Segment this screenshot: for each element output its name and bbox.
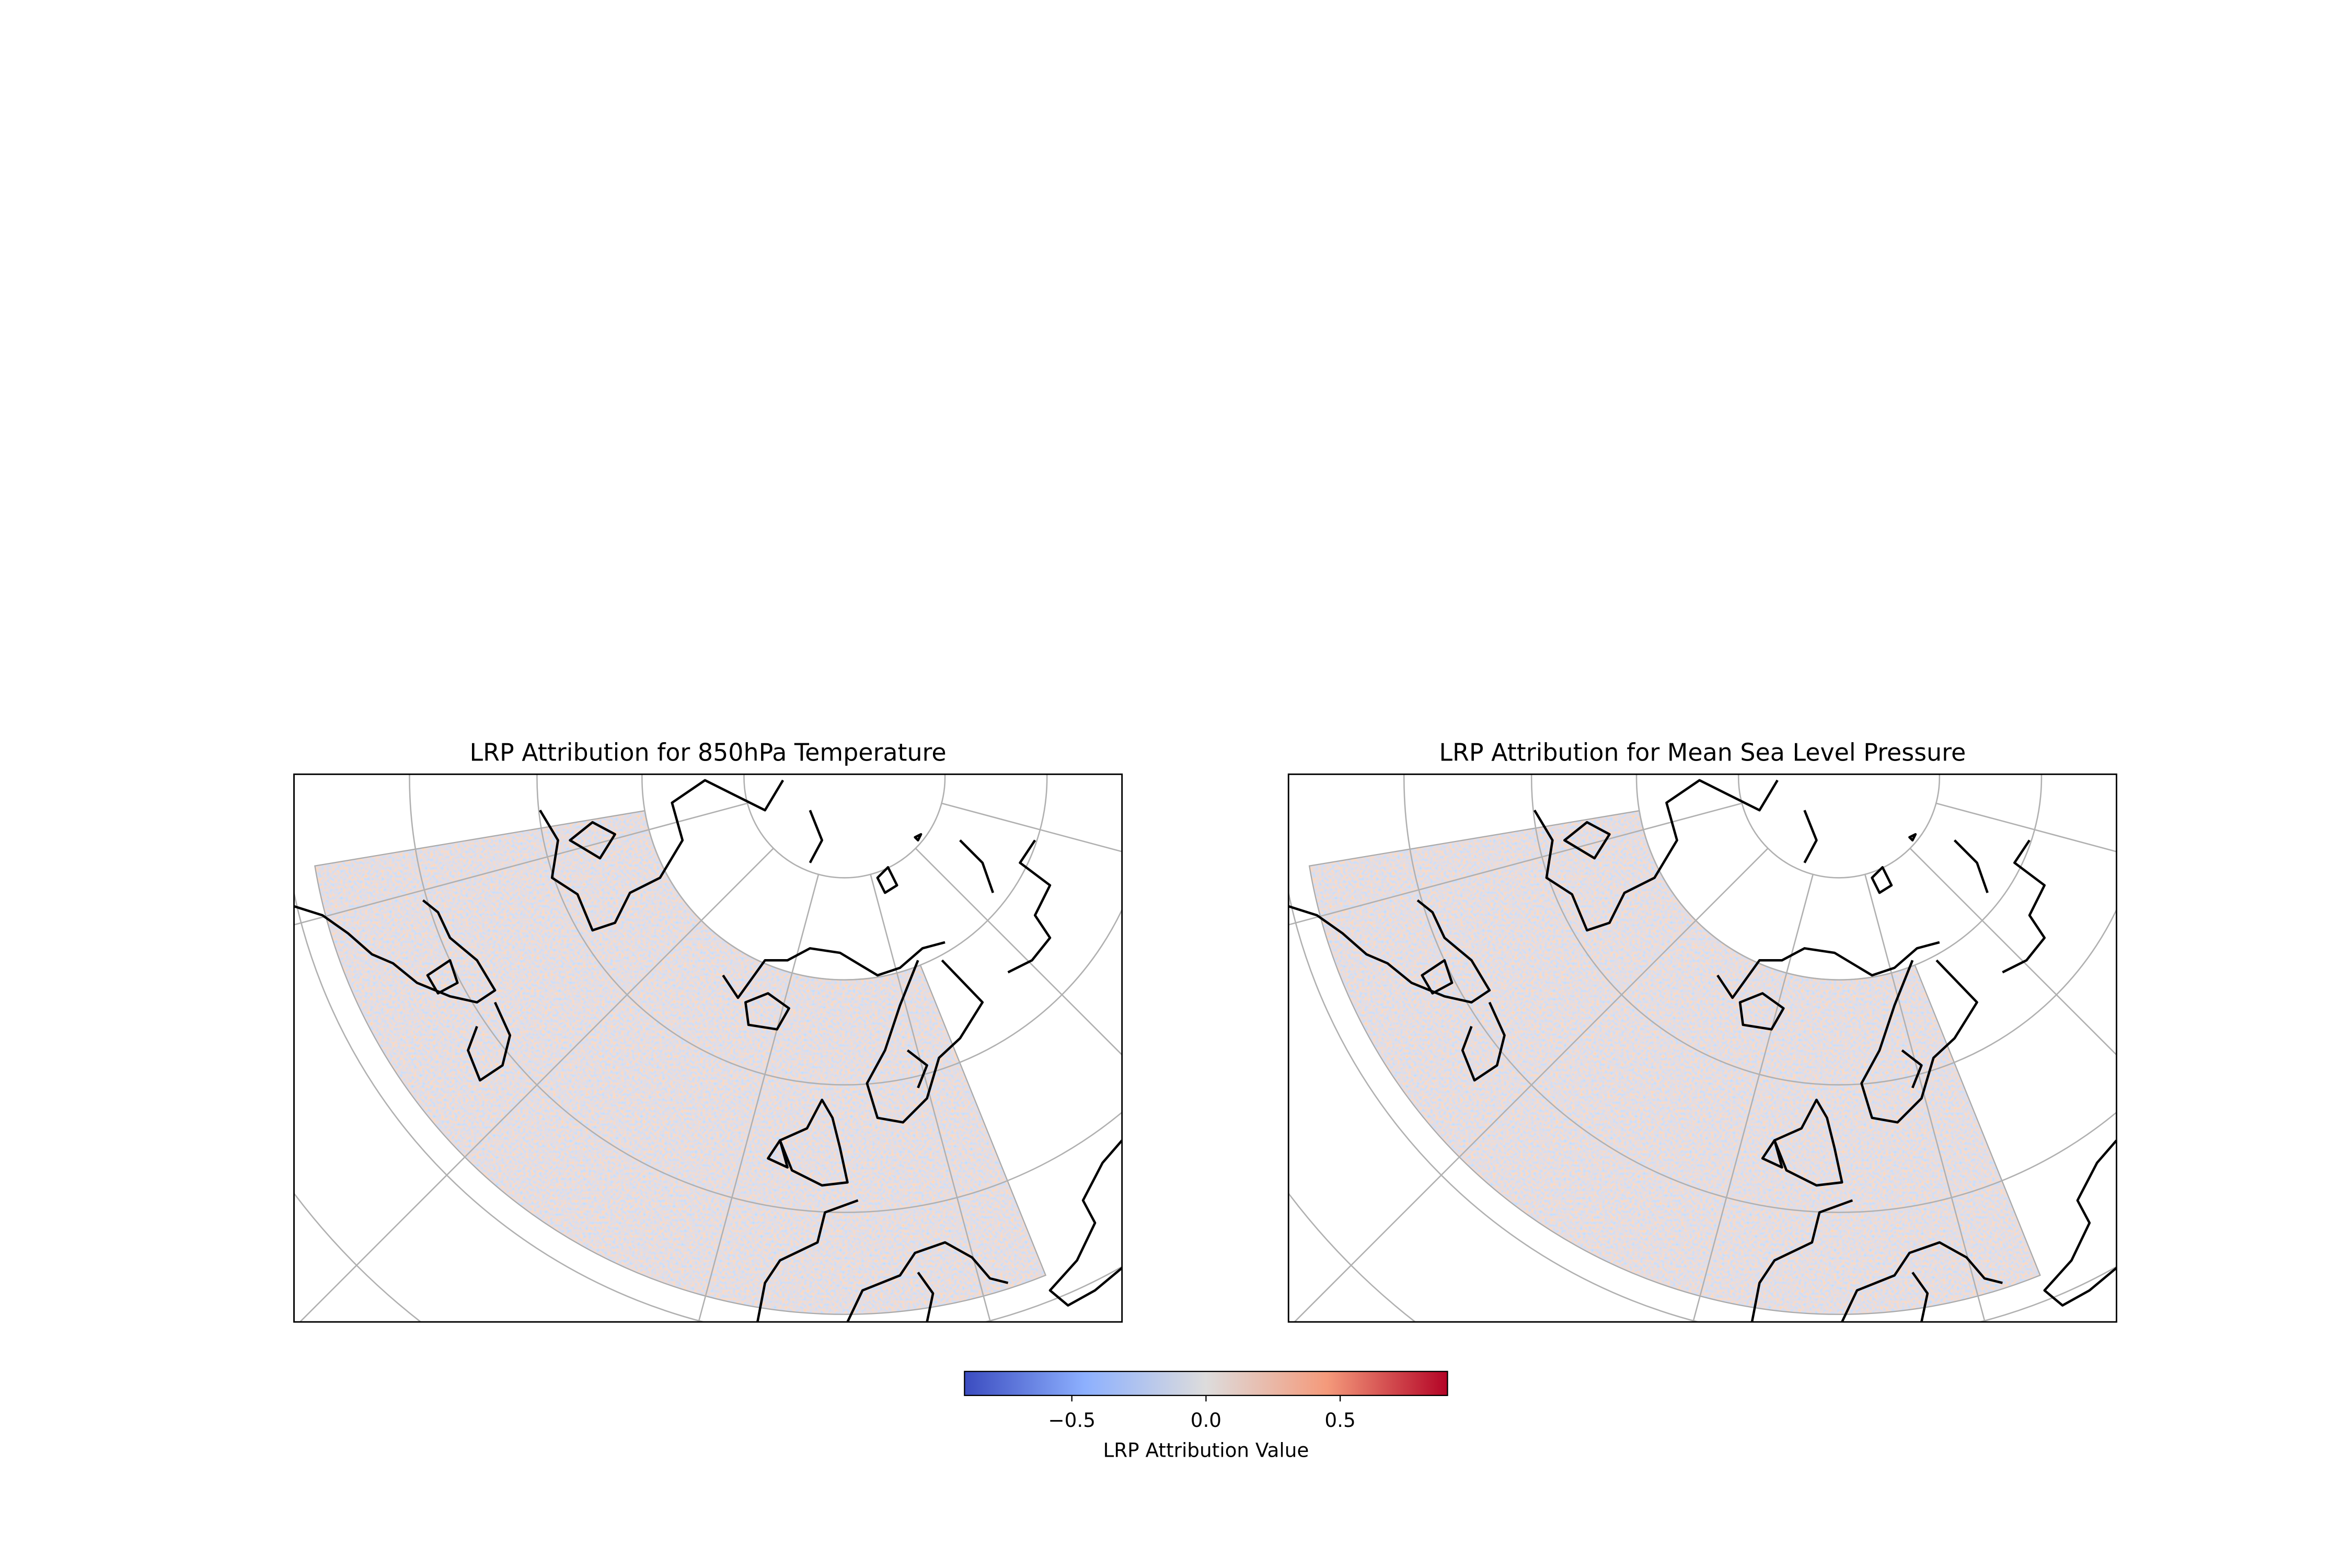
- graticule: [915, 848, 1122, 1056]
- graticule: [409, 774, 1122, 1213]
- graticule: [294, 802, 748, 926]
- graticule: [1531, 774, 2117, 1086]
- graticule: [1293, 848, 1769, 1322]
- graticule: [1288, 802, 1743, 926]
- colorbar-label: LRP Attribution Value: [1103, 1439, 1309, 1462]
- graticule: [1936, 505, 2352, 751]
- colorbar-tick-label: 0.5: [1324, 1409, 1355, 1432]
- graticule: [102, 34, 774, 706]
- map-panel: LRP Attribution for Mean Sea Level Press…: [825, 0, 2352, 1323]
- graticule: [825, 505, 1742, 751]
- graticule: [573, 0, 818, 680]
- graticule: [916, 34, 1587, 706]
- graticule: [1635, 774, 2043, 981]
- attribution-field: [1309, 811, 2040, 1315]
- panel-title: LRP Attribution for Mean Sea Level Press…: [1439, 738, 1966, 766]
- graticule: [641, 774, 1048, 981]
- graticule: [1935, 802, 2117, 852]
- map-panel: LRP Attribution for 850hPa Temperature: [0, 0, 1859, 1323]
- graticule: [941, 802, 1122, 852]
- graticule: [871, 0, 1116, 680]
- panel-title: LRP Attribution for 850hPa Temperature: [470, 738, 947, 766]
- graticule: [1864, 874, 1986, 1322]
- map-area: [825, 0, 2352, 1322]
- graticule: [0, 505, 747, 751]
- graticule: [870, 874, 991, 1322]
- graticule: [941, 505, 1859, 751]
- axes-frame: [293, 773, 1123, 1323]
- axes-frame: [1287, 773, 2117, 1323]
- graticule: [1097, 34, 1768, 706]
- graticule: [1865, 0, 2111, 680]
- colorbar-tick-label: 0.0: [1191, 1409, 1221, 1432]
- graticule: [1910, 34, 2352, 706]
- attribution-field: [315, 811, 1046, 1315]
- map-area: [0, 0, 1859, 1322]
- graticule: [1567, 0, 1813, 680]
- colorbar: [964, 1370, 1448, 1397]
- colorbar-tick-label: −0.5: [1048, 1409, 1096, 1432]
- graticule: [1737, 774, 1941, 879]
- graticule: [743, 774, 946, 879]
- graticule: [299, 848, 774, 1322]
- graticule: [1403, 774, 2117, 1213]
- graticule: [1909, 848, 2117, 1056]
- graticule: [536, 774, 1122, 1086]
